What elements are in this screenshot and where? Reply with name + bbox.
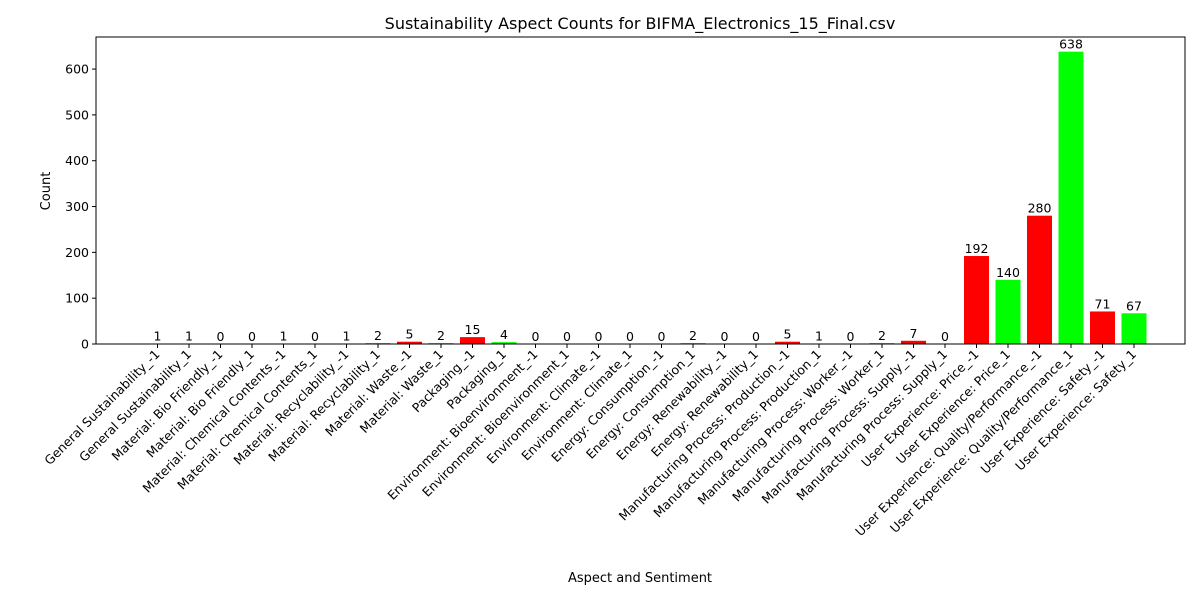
data-label: 15: [465, 322, 481, 337]
data-label: 0: [595, 329, 603, 344]
plot-frame: [95, 36, 1186, 345]
data-label: 67: [1126, 298, 1142, 313]
data-label: 0: [847, 329, 855, 344]
data-label: 1: [154, 329, 162, 344]
y-tick-label: 100: [65, 291, 89, 306]
data-label: 2: [878, 328, 886, 343]
bar: [1121, 313, 1147, 344]
y-axis-label: Count: [39, 172, 54, 211]
bar-series: [145, 51, 1147, 344]
data-label: 638: [1059, 37, 1083, 52]
bar: [397, 341, 422, 344]
y-axis-ticks: 0 100 200 300 400 500 600: [65, 62, 96, 352]
data-label: 5: [406, 327, 414, 342]
bar: [1090, 311, 1115, 344]
data-label: 0: [941, 329, 949, 344]
y-tick-label: 600: [65, 62, 89, 77]
bar: [964, 256, 989, 344]
data-label: 2: [437, 328, 445, 343]
data-label: 5: [784, 327, 792, 342]
bar: [995, 279, 1021, 344]
data-label: 0: [217, 329, 225, 344]
data-label: 0: [248, 329, 256, 344]
data-labels: 1 1 0 0 1 0 1 2 5 2 15 4 0 0 0 0 0 2 0 0 5 1 0 2 7 01921402806387…: [154, 37, 1142, 344]
y-tick-label: 200: [65, 245, 89, 260]
data-label: 0: [658, 329, 666, 344]
data-label: 1: [185, 329, 193, 344]
data-label: 140: [996, 265, 1020, 280]
y-tick-label: 300: [65, 199, 89, 214]
bar: [775, 341, 800, 344]
data-label: 0: [626, 329, 634, 344]
data-label: 1: [343, 329, 351, 344]
data-label: 1: [280, 329, 288, 344]
data-label: 0: [563, 329, 571, 344]
data-label: 0: [311, 329, 319, 344]
y-tick-label: 400: [65, 153, 89, 168]
data-label: 2: [374, 328, 382, 343]
data-label: 1: [815, 329, 823, 344]
data-label: 0: [721, 329, 729, 344]
data-label: 280: [1028, 201, 1052, 216]
x-axis-label: Aspect and Sentiment: [568, 571, 712, 586]
data-label: 192: [965, 241, 989, 256]
y-tick-label: 0: [81, 337, 89, 352]
data-label: 0: [752, 329, 760, 344]
chart-title: Sustainability Aspect Counts for BIFMA_E…: [385, 14, 896, 34]
bar: [1027, 215, 1052, 344]
data-label: 71: [1095, 296, 1111, 311]
bar: [901, 340, 926, 344]
bar: [460, 337, 485, 344]
bar: [491, 342, 517, 344]
y-tick-label: 500: [65, 107, 89, 122]
data-label: 0: [532, 329, 540, 344]
data-label: 2: [689, 328, 697, 343]
bar: [1058, 51, 1084, 344]
data-label: 7: [910, 326, 918, 341]
data-label: 4: [500, 327, 508, 342]
